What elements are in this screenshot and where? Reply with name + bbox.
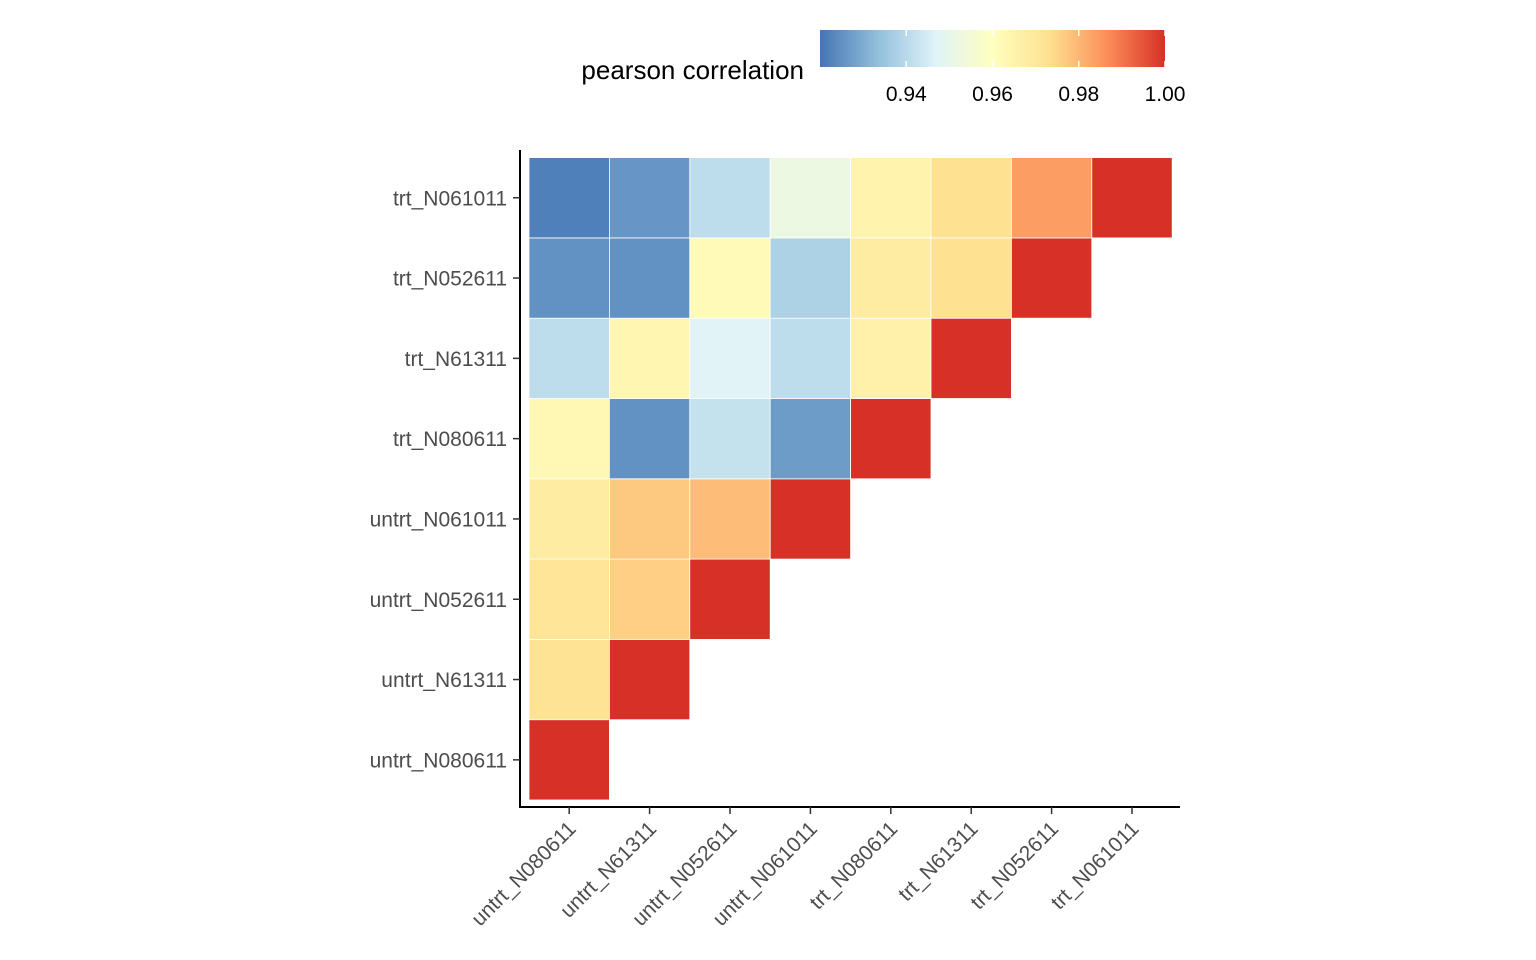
heatmap-cells: [528, 157, 1173, 801]
color-legend: pearson correlation 0.94 0.96 0.98 1.00: [581, 30, 1185, 106]
heatmap-cell: [609, 639, 691, 721]
legend-tick-label: 1.00: [1145, 83, 1186, 106]
heatmap-cell: [930, 157, 1012, 239]
x-axis-ticks: untrt_N080611untrt_N61311untrt_N052611un…: [467, 807, 1144, 931]
heatmap-cell: [850, 398, 932, 480]
y-tick-label: trt_N61311: [405, 348, 507, 371]
y-tick-label: untrt_N052611: [370, 589, 507, 612]
heatmap-cell: [609, 237, 691, 319]
heatmap-cell: [689, 317, 771, 399]
heatmap-cell: [930, 237, 1012, 319]
heatmap-cell: [528, 398, 610, 480]
heatmap-cell: [689, 157, 771, 239]
heatmap-cell: [769, 157, 852, 239]
heatmap-cell: [528, 157, 610, 239]
heatmap-cell: [769, 237, 852, 319]
heatmap-cell: [528, 317, 610, 399]
heatmap-cell: [528, 719, 610, 801]
heatmap-cell: [1011, 157, 1093, 239]
legend-colorbar: [820, 30, 1165, 67]
y-tick-label: untrt_N080611: [370, 749, 507, 772]
legend-ticks: 0.94 0.96 0.98 1.00: [886, 30, 1186, 106]
heatmap-cell: [609, 317, 691, 399]
heatmap-cell: [609, 398, 691, 480]
y-tick-label: trt_N080611: [393, 428, 507, 451]
heatmap-cell: [850, 237, 932, 319]
heatmap-cell: [689, 237, 771, 319]
x-tick-label: trt_N61311: [894, 817, 983, 906]
y-axis-ticks: untrt_N080611 untrt_N61311 untrt_N052611 un…: [370, 187, 520, 772]
legend-tick-label: 0.94: [886, 83, 927, 106]
heatmap-cell: [850, 157, 932, 239]
heatmap-cell: [528, 639, 610, 721]
heatmap-cell: [528, 478, 610, 560]
y-tick-label: trt_N061011: [393, 187, 507, 210]
y-tick-label: trt_N052611: [393, 268, 507, 291]
legend-tick-label: 0.98: [1058, 83, 1099, 106]
heatmap-cell: [850, 317, 932, 399]
legend-title: pearson correlation: [581, 55, 804, 85]
heatmap-cell: [769, 398, 852, 480]
heatmap-cell: [769, 317, 852, 399]
heatmap-cell: [609, 478, 691, 560]
heatmap-cell: [689, 398, 771, 480]
heatmap-cell: [609, 558, 691, 640]
heatmap-cell: [689, 558, 771, 640]
heatmap-cell: [1091, 157, 1173, 239]
heatmap-cell: [528, 558, 610, 640]
y-tick-label: untrt_N61311: [381, 669, 507, 692]
heatmap-cell: [609, 157, 691, 239]
heatmap-cell: [769, 478, 852, 560]
heatmap-cell: [528, 237, 610, 319]
heatmap-cell: [930, 317, 1012, 399]
heatmap-cell: [689, 478, 771, 560]
y-tick-label: untrt_N061011: [370, 508, 507, 531]
legend-tick-label: 0.96: [972, 83, 1013, 106]
heatmap-cell: [1011, 237, 1093, 319]
